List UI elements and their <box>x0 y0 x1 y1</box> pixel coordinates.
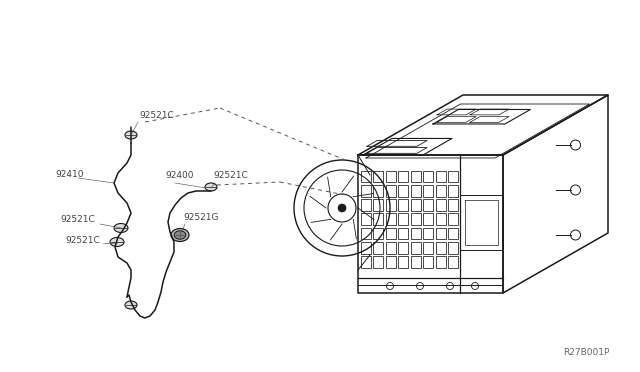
Bar <box>423 228 433 239</box>
Text: 92400: 92400 <box>165 171 193 180</box>
Ellipse shape <box>205 183 217 191</box>
Bar <box>385 242 396 254</box>
Bar <box>448 185 458 196</box>
Text: 92521C: 92521C <box>60 215 95 224</box>
Bar <box>360 185 371 196</box>
Bar <box>360 256 371 268</box>
Bar <box>423 199 433 211</box>
Bar <box>435 199 445 211</box>
Ellipse shape <box>125 301 137 309</box>
Text: R27B001P: R27B001P <box>564 348 610 357</box>
Bar <box>435 242 445 254</box>
Bar <box>423 256 433 268</box>
Bar <box>448 242 458 254</box>
Bar <box>398 170 408 182</box>
Ellipse shape <box>171 228 189 241</box>
Bar <box>373 199 383 211</box>
Bar <box>435 256 445 268</box>
Bar <box>385 214 396 225</box>
Bar <box>423 170 433 182</box>
Bar <box>435 228 445 239</box>
Bar <box>373 214 383 225</box>
Bar <box>410 228 420 239</box>
Bar <box>435 214 445 225</box>
Text: 92521C: 92521C <box>65 236 100 245</box>
Bar <box>448 170 458 182</box>
Bar <box>373 242 383 254</box>
Ellipse shape <box>174 231 186 239</box>
Bar <box>398 199 408 211</box>
Bar <box>410 214 420 225</box>
Bar <box>398 256 408 268</box>
Bar <box>360 214 371 225</box>
Text: 92410: 92410 <box>55 170 83 179</box>
Ellipse shape <box>110 237 124 247</box>
Bar <box>448 214 458 225</box>
Bar <box>360 170 371 182</box>
Bar <box>398 242 408 254</box>
Text: 92521C: 92521C <box>213 171 248 180</box>
Bar <box>435 185 445 196</box>
Bar <box>423 185 433 196</box>
Bar <box>398 214 408 225</box>
Bar <box>373 170 383 182</box>
Bar <box>373 256 383 268</box>
Text: 92521C: 92521C <box>139 111 173 120</box>
Bar <box>448 199 458 211</box>
Bar <box>410 185 420 196</box>
Bar <box>448 228 458 239</box>
Bar <box>360 242 371 254</box>
Bar <box>435 170 445 182</box>
Bar <box>360 199 371 211</box>
Text: 92521G: 92521G <box>183 213 218 222</box>
Bar <box>423 242 433 254</box>
Bar <box>385 256 396 268</box>
Bar <box>385 199 396 211</box>
Bar <box>410 170 420 182</box>
Bar <box>398 228 408 239</box>
Bar <box>385 185 396 196</box>
Circle shape <box>338 204 346 212</box>
Bar <box>410 242 420 254</box>
Bar <box>410 256 420 268</box>
Bar <box>385 228 396 239</box>
Bar <box>398 185 408 196</box>
Bar <box>448 256 458 268</box>
Bar <box>373 185 383 196</box>
Ellipse shape <box>125 131 137 139</box>
Bar <box>410 199 420 211</box>
Bar <box>385 170 396 182</box>
Bar <box>423 214 433 225</box>
Bar <box>360 228 371 239</box>
Ellipse shape <box>114 224 128 232</box>
Bar <box>373 228 383 239</box>
